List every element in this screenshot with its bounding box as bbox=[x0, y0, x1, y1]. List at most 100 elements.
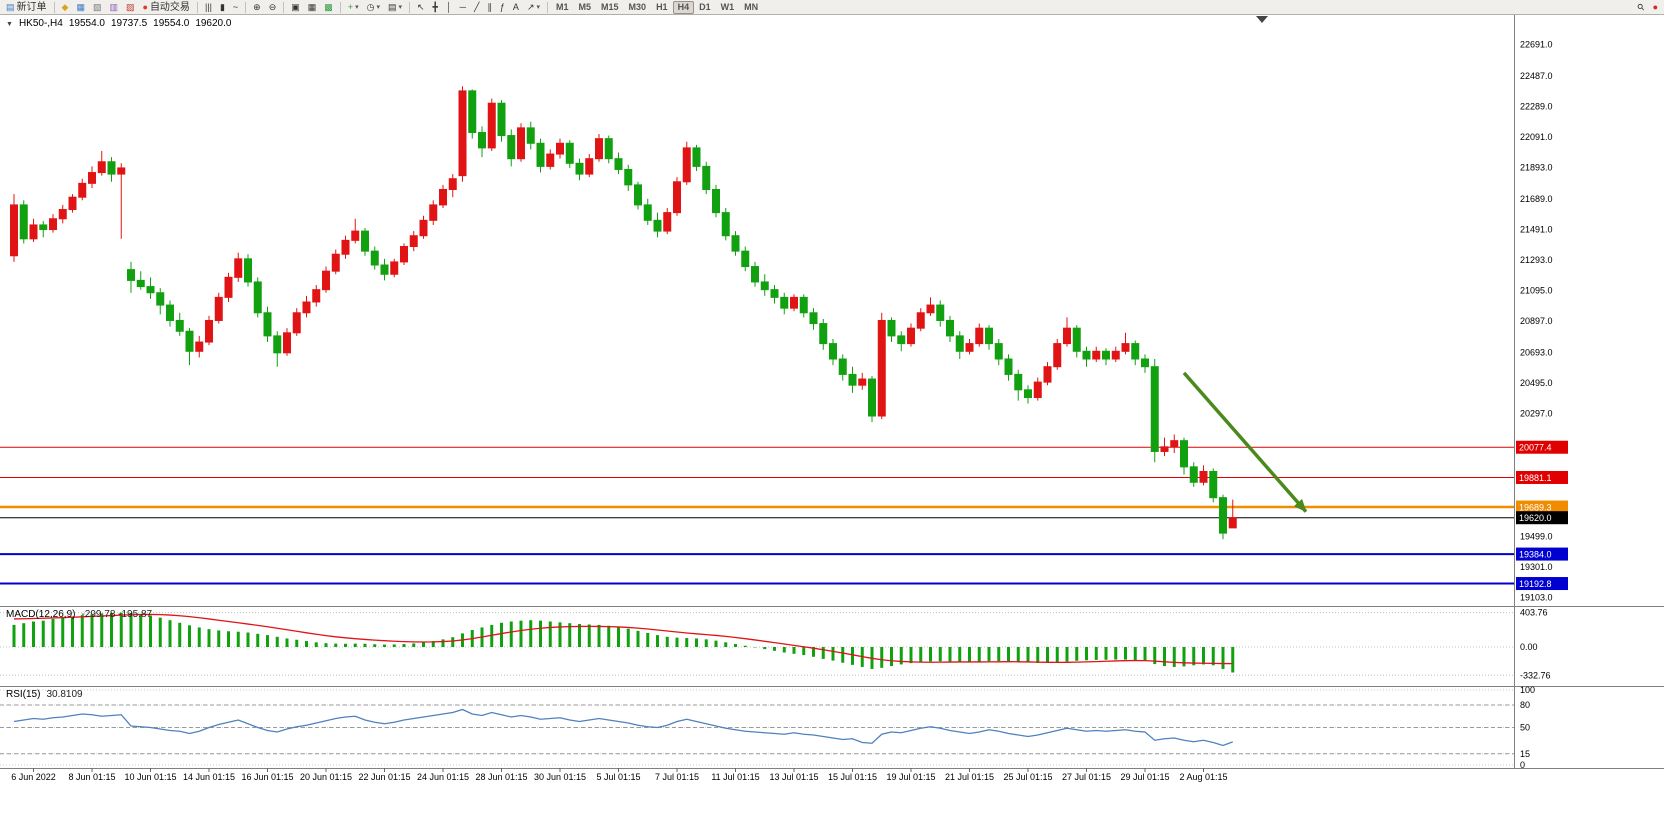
bar-chart-icon: ||| bbox=[204, 1, 212, 12]
templates-button[interactable]: ▤ ▾ bbox=[384, 1, 406, 14]
indicators-button[interactable]: + ▾ bbox=[344, 1, 363, 14]
templates-icon: ▤ bbox=[387, 1, 397, 12]
horizontal-line-button[interactable]: ─ bbox=[456, 1, 470, 14]
collapse-icon[interactable]: ▼ bbox=[6, 21, 13, 28]
timeframe-m30-button[interactable]: M30 bbox=[624, 1, 652, 14]
timeframe-m1-button[interactable]: M1 bbox=[551, 1, 574, 14]
svg-text:13 Jul 01:15: 13 Jul 01:15 bbox=[769, 772, 818, 782]
price-tag bbox=[1516, 511, 1568, 525]
cascade-windows-button[interactable]: ▦ bbox=[304, 1, 321, 14]
svg-text:-332.76: -332.76 bbox=[1520, 670, 1551, 680]
terminal-button[interactable]: ▥ bbox=[105, 1, 122, 14]
svg-text:19192.8: 19192.8 bbox=[1519, 579, 1552, 589]
svg-text:22091.0: 22091.0 bbox=[1520, 132, 1553, 142]
tile-windows-button[interactable]: ▣ bbox=[287, 1, 304, 14]
rsi-indicator-label: RSI(15) 30.8109 bbox=[6, 689, 83, 700]
svg-text:21689.0: 21689.0 bbox=[1520, 194, 1553, 204]
svg-text:21893.0: 21893.0 bbox=[1520, 162, 1553, 172]
grid-icon: ▩ bbox=[324, 1, 333, 12]
trend-arrow-annotation[interactable] bbox=[1182, 371, 1308, 513]
cursor-button[interactable]: ↖ bbox=[413, 1, 429, 14]
price-axis[interactable]: 22691.0 22487.0 22289.0 22091.0 21893.0 21689… bbox=[1516, 40, 1568, 770]
svg-text:29 Jul 01:15: 29 Jul 01:15 bbox=[1120, 772, 1169, 782]
timeframe-m15-button[interactable]: M15 bbox=[596, 1, 624, 14]
zoom-out-button[interactable]: ⊖ bbox=[265, 1, 281, 14]
svg-text:19301.0: 19301.0 bbox=[1520, 562, 1553, 572]
svg-text:20077.4: 20077.4 bbox=[1519, 443, 1552, 453]
svg-text:21 Jul 01:15: 21 Jul 01:15 bbox=[945, 772, 994, 782]
text-icon: A bbox=[512, 1, 519, 12]
horizontal-line-icon: ─ bbox=[459, 1, 466, 12]
chart-shift-marker[interactable] bbox=[1256, 16, 1268, 23]
zoom-in-button[interactable]: ⊕ bbox=[249, 1, 265, 14]
timeframe-h4-button[interactable]: H4 bbox=[672, 0, 695, 14]
timeframe-m5-button[interactable]: M5 bbox=[574, 1, 597, 14]
svg-text:15: 15 bbox=[1520, 749, 1530, 759]
ohlc-high: 19737.5 bbox=[111, 18, 148, 29]
svg-text:19620.0: 19620.0 bbox=[1519, 513, 1552, 523]
cascade-windows-icon: ▦ bbox=[307, 1, 317, 12]
symbol-period-label: HK50-,H4 bbox=[18, 18, 63, 29]
market-watch-button[interactable]: ◆ bbox=[58, 1, 73, 14]
trendline-button[interactable]: ╱ bbox=[470, 1, 483, 14]
svg-text:25 Jul 01:15: 25 Jul 01:15 bbox=[1003, 772, 1052, 782]
svg-text:22487.0: 22487.0 bbox=[1520, 71, 1553, 81]
vertical-line-button[interactable]: │ bbox=[442, 1, 456, 14]
price-tag bbox=[1516, 547, 1568, 561]
svg-text:21491.0: 21491.0 bbox=[1520, 224, 1553, 234]
svg-text:0.00: 0.00 bbox=[1520, 642, 1538, 652]
svg-text:22289.0: 22289.0 bbox=[1520, 101, 1553, 111]
svg-text:16 Jun 01:15: 16 Jun 01:15 bbox=[241, 772, 293, 782]
timeframe-h1-button[interactable]: H1 bbox=[651, 1, 673, 14]
toolbar-separator bbox=[196, 1, 198, 13]
periods-icon: ◷ bbox=[366, 1, 375, 12]
channel-icon: ∥ bbox=[487, 1, 492, 12]
bar-chart-button[interactable]: ||| bbox=[201, 1, 216, 14]
grid-button[interactable]: ▩ bbox=[320, 1, 337, 14]
strategy-tester-icon: ▨ bbox=[125, 1, 135, 12]
vertical-line-icon: │ bbox=[445, 1, 452, 12]
svg-text:80: 80 bbox=[1520, 700, 1530, 710]
toolbar-separator bbox=[339, 1, 341, 13]
channel-button[interactable]: ∥ bbox=[483, 1, 496, 14]
arrows-button[interactable]: ↗ ▾ bbox=[523, 1, 544, 14]
data-window-button[interactable]: ▦ bbox=[72, 1, 89, 14]
community-button[interactable]: ● bbox=[1649, 1, 1662, 14]
dropdown-caret-icon: ▾ bbox=[398, 3, 402, 11]
crosshair-button[interactable]: ╋ bbox=[429, 1, 442, 14]
navigator-button[interactable]: ▧ bbox=[89, 1, 106, 14]
auto-trading-button[interactable]: ● 自动交易 bbox=[139, 1, 194, 14]
arrows-icon: ↗ bbox=[526, 1, 535, 12]
strategy-tester-button[interactable]: ▨ bbox=[122, 1, 139, 14]
timeframe-w1-button[interactable]: W1 bbox=[716, 1, 740, 14]
community-icon: ● bbox=[1652, 1, 1658, 12]
tile-windows-icon: ▣ bbox=[291, 1, 300, 12]
line-chart-button[interactable]: ~ bbox=[229, 1, 242, 14]
fibonacci-icon: ƒ bbox=[499, 1, 505, 12]
svg-text:20897.0: 20897.0 bbox=[1520, 316, 1553, 326]
zoom-in-icon: ⊕ bbox=[253, 1, 261, 12]
svg-text:28 Jun 01:15: 28 Jun 01:15 bbox=[475, 772, 527, 782]
search-button[interactable]: ⚲ bbox=[1634, 1, 1649, 14]
ohlc-open: 19554.0 bbox=[68, 18, 105, 29]
svg-text:22 Jun 01:15: 22 Jun 01:15 bbox=[358, 772, 410, 782]
macd-values: -299.78 -195.87 bbox=[81, 609, 153, 620]
timeframe-d1-button[interactable]: D1 bbox=[694, 1, 716, 14]
svg-text:21293.0: 21293.0 bbox=[1520, 255, 1553, 265]
text-button[interactable]: A bbox=[509, 1, 523, 14]
candlestick-series bbox=[10, 86, 1237, 540]
svg-text:100: 100 bbox=[1520, 685, 1535, 695]
time-axis[interactable]: 6 Jun 2022 8 Jun 01:15 10 Jun 01:15 14 Jun … bbox=[11, 768, 1228, 782]
fibonacci-button[interactable]: ƒ bbox=[496, 1, 509, 14]
horizontal-levels bbox=[0, 446, 1514, 585]
timeframe-mn-button[interactable]: MN bbox=[739, 1, 763, 14]
periods-button[interactable]: ◷ ▾ bbox=[363, 1, 384, 14]
svg-text:20 Jun 01:15: 20 Jun 01:15 bbox=[300, 772, 352, 782]
svg-text:21095.0: 21095.0 bbox=[1520, 285, 1553, 295]
data-window-icon: ▦ bbox=[76, 1, 85, 12]
price-tag bbox=[1516, 470, 1568, 484]
candlestick-chart-button[interactable]: ▮ bbox=[216, 1, 229, 14]
rsi-name: RSI(15) bbox=[6, 689, 41, 700]
new-order-button[interactable]: ▤ 新订单 bbox=[2, 1, 51, 14]
